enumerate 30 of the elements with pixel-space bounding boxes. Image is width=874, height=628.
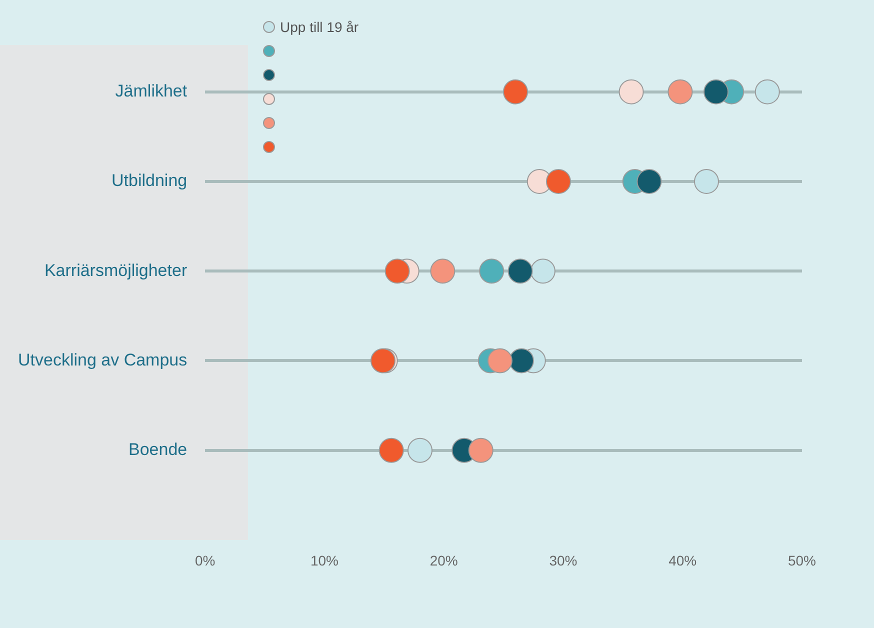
point	[407, 438, 432, 463]
point	[384, 258, 410, 284]
point	[668, 79, 693, 104]
point	[618, 79, 644, 104]
x-tick-label: 10%	[310, 552, 339, 568]
y-tick-label: Jämlikhet	[115, 82, 188, 101]
point	[508, 258, 533, 284]
y-tick-label: Karriärsmöjligheter	[44, 260, 188, 280]
point	[704, 79, 729, 104]
point	[430, 258, 456, 284]
point	[487, 348, 512, 374]
point	[479, 258, 504, 284]
point	[378, 438, 404, 463]
y-tick-label: Utbildning	[112, 171, 188, 190]
x-tick-label: 30%	[549, 552, 578, 568]
x-tick-label: 20%	[430, 552, 458, 568]
point	[546, 168, 571, 194]
y-tick-label: Utveckling av Campus	[18, 350, 188, 370]
point	[530, 258, 556, 284]
x-tick-label: 50%	[788, 552, 816, 568]
point	[508, 348, 534, 374]
x-tick-label: 0%	[195, 552, 216, 568]
point	[694, 168, 719, 194]
x-tick-label: 40%	[668, 552, 697, 568]
point	[502, 79, 528, 104]
y-tick-label: Boende	[128, 440, 188, 460]
point	[468, 438, 494, 463]
legend-label: Upp till 19 år	[280, 19, 359, 35]
point	[636, 168, 662, 194]
point	[754, 79, 780, 104]
